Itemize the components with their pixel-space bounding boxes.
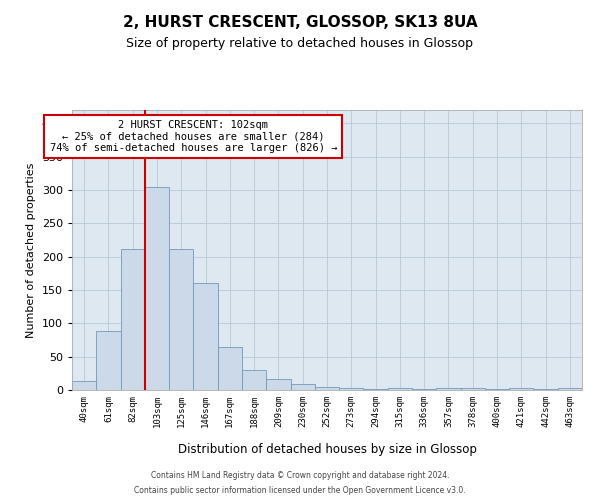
Bar <box>169 248 193 390</box>
Bar <box>266 380 290 390</box>
Bar <box>339 388 364 390</box>
Bar <box>558 388 582 390</box>
Bar <box>436 388 461 390</box>
Bar <box>290 384 315 390</box>
Bar <box>461 388 485 390</box>
Bar <box>145 188 169 390</box>
Text: 2, HURST CRESCENT, GLOSSOP, SK13 8UA: 2, HURST CRESCENT, GLOSSOP, SK13 8UA <box>122 15 478 30</box>
Bar <box>315 386 339 390</box>
Bar <box>509 388 533 390</box>
Bar <box>96 332 121 390</box>
Text: Size of property relative to detached houses in Glossop: Size of property relative to detached ho… <box>127 38 473 51</box>
Y-axis label: Number of detached properties: Number of detached properties <box>26 162 36 338</box>
Text: Contains public sector information licensed under the Open Government Licence v3: Contains public sector information licen… <box>134 486 466 495</box>
Bar <box>72 380 96 390</box>
Text: 2 HURST CRESCENT: 102sqm
← 25% of detached houses are smaller (284)
74% of semi-: 2 HURST CRESCENT: 102sqm ← 25% of detach… <box>50 120 337 153</box>
Bar <box>218 348 242 390</box>
Bar <box>242 370 266 390</box>
Bar <box>121 250 145 390</box>
Text: Distribution of detached houses by size in Glossop: Distribution of detached houses by size … <box>178 442 476 456</box>
Bar <box>388 388 412 390</box>
Text: Contains HM Land Registry data © Crown copyright and database right 2024.: Contains HM Land Registry data © Crown c… <box>151 471 449 480</box>
Bar <box>193 284 218 390</box>
